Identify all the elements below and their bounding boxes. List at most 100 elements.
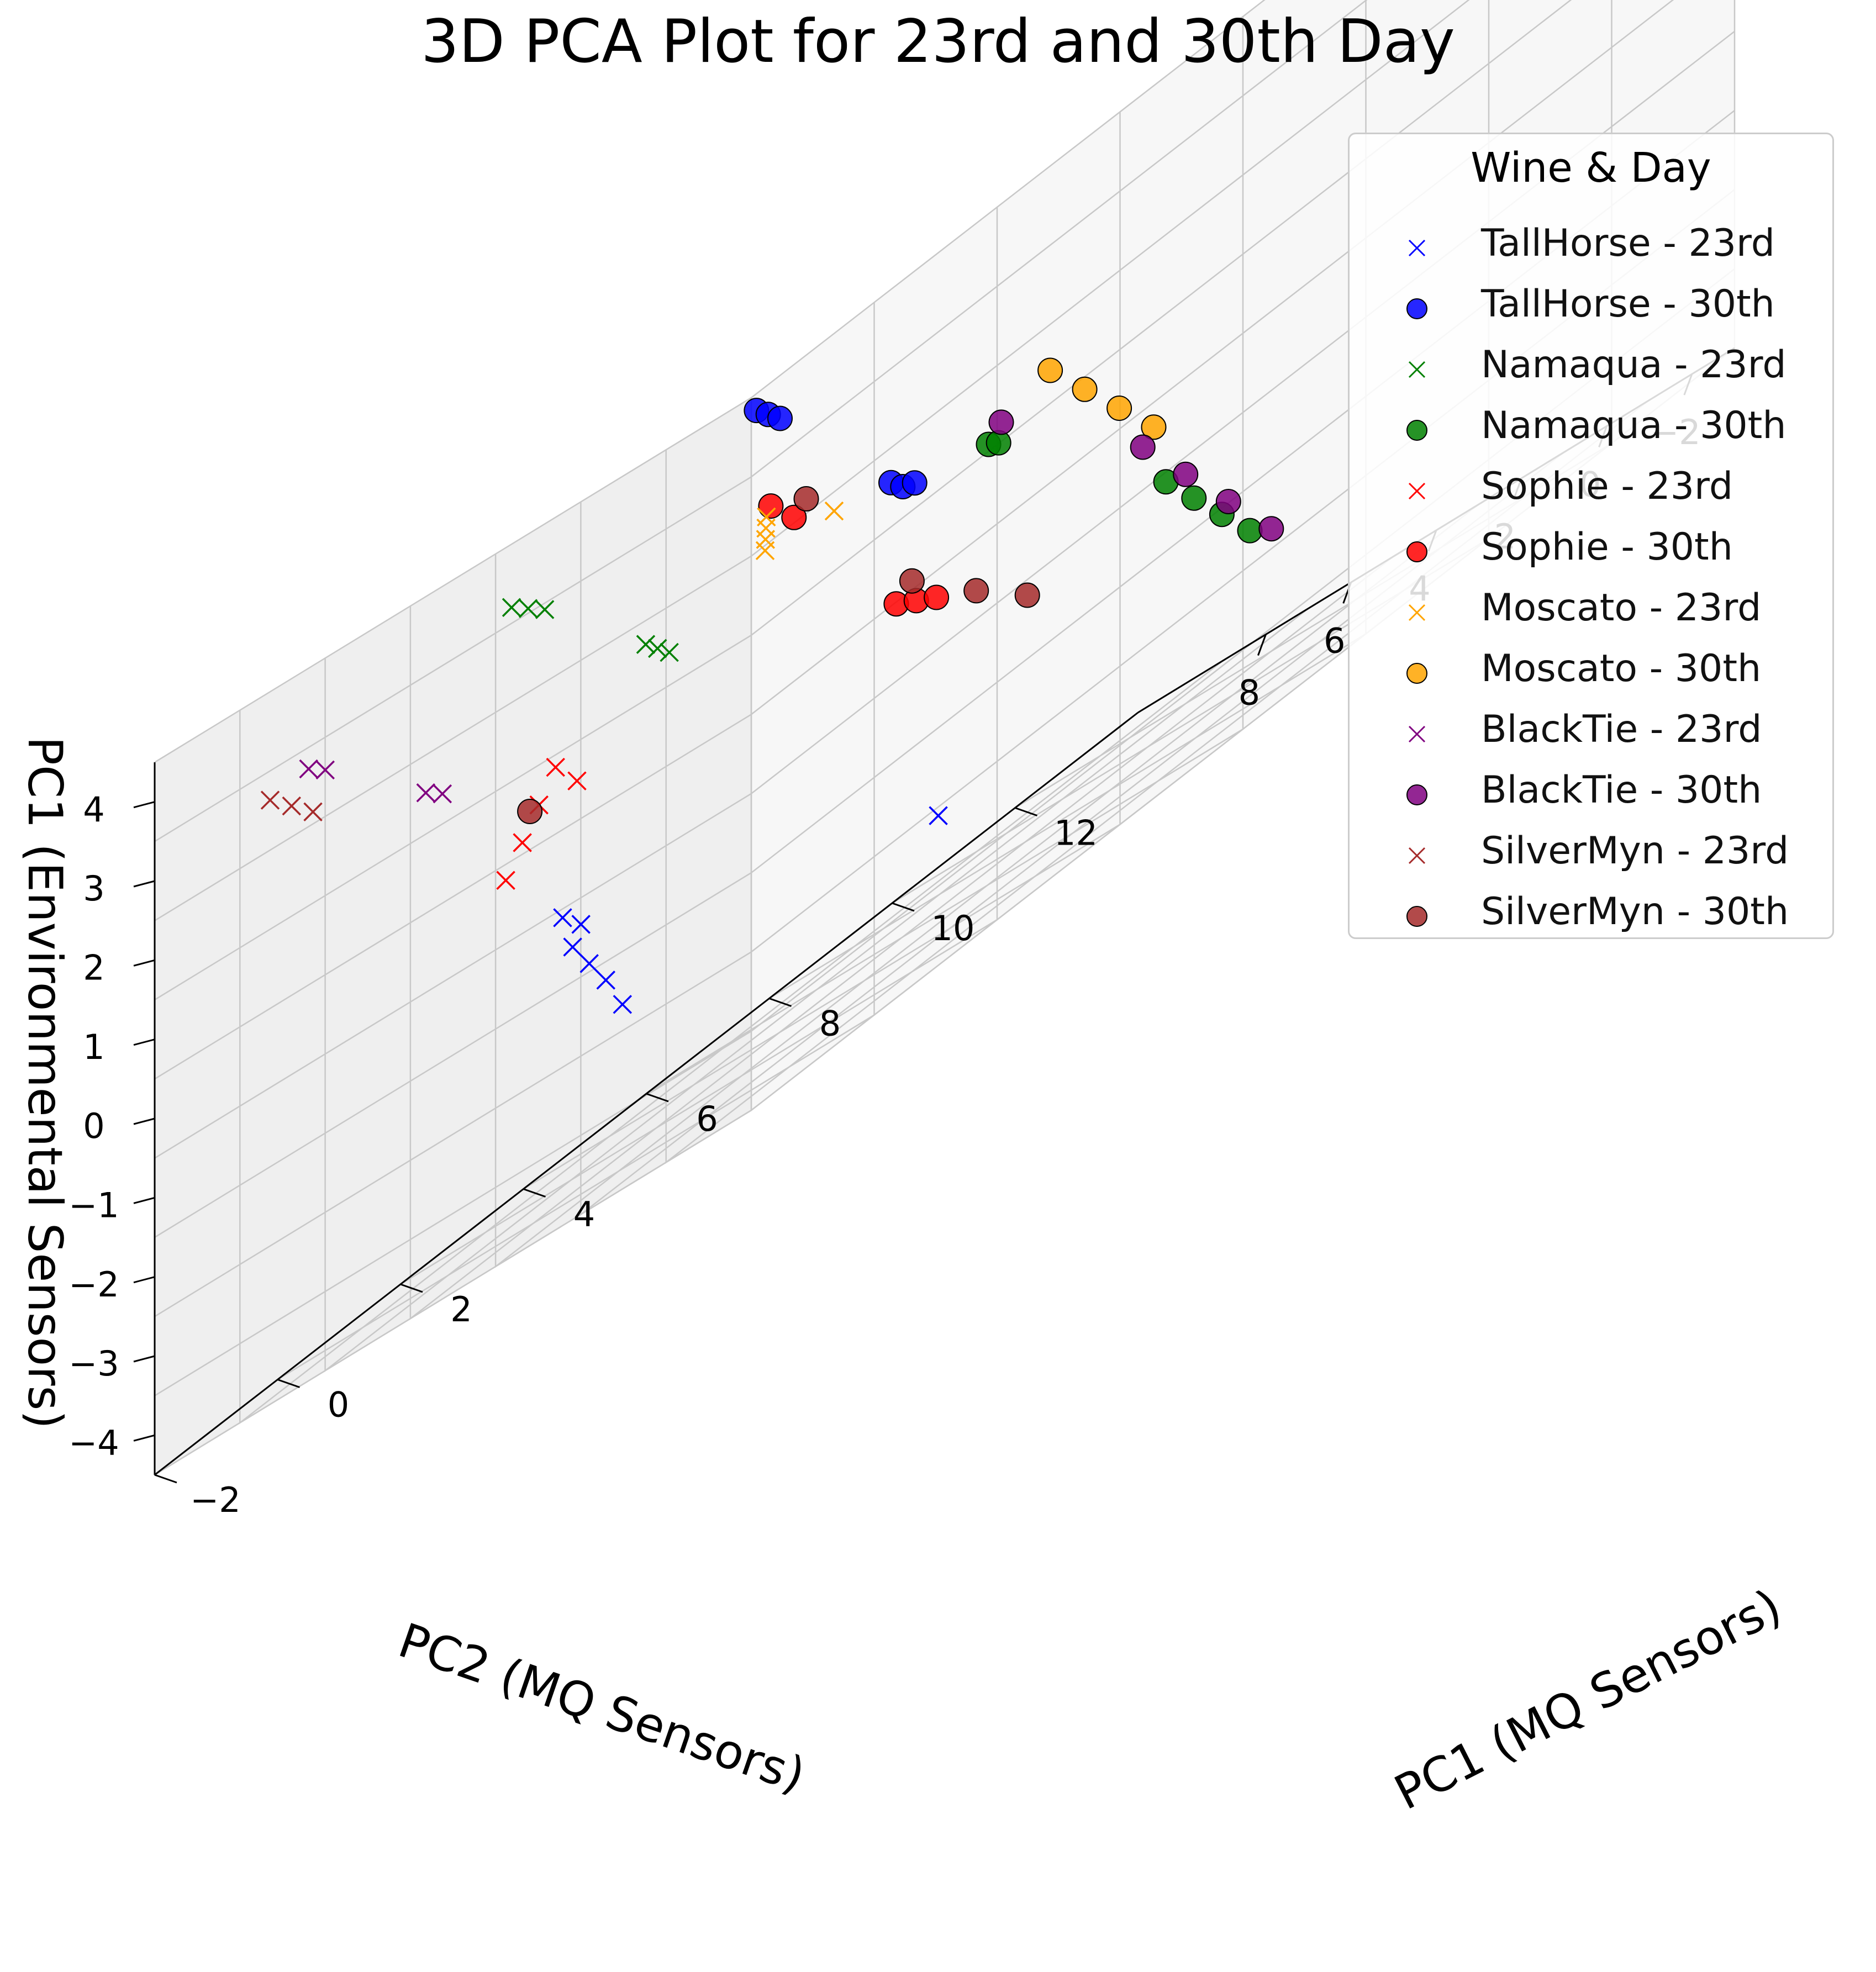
y-tick-label: 8 xyxy=(1239,673,1260,713)
legend-label: TallHorse - 30th xyxy=(1481,282,1775,326)
legend-circle-marker xyxy=(1406,663,1427,684)
x-tick-label: 0 xyxy=(328,1385,349,1425)
z-tick-mark xyxy=(133,880,155,888)
data-point xyxy=(517,799,543,824)
data-point xyxy=(613,995,633,1014)
data-point xyxy=(757,507,776,527)
series-silvermyn-30th xyxy=(517,486,1040,824)
series-blacktie-23rd xyxy=(299,759,452,804)
data-point xyxy=(518,599,538,618)
data-point xyxy=(781,504,807,530)
data-point xyxy=(899,568,925,594)
legend-x-marker xyxy=(1408,725,1426,743)
data-point xyxy=(1141,414,1167,440)
data-point xyxy=(1106,396,1132,421)
series-silvermyn-23rd xyxy=(260,790,323,821)
legend-item: Sophie - 23rd xyxy=(1350,460,1832,521)
data-point xyxy=(1014,582,1040,608)
data-point xyxy=(496,871,515,890)
legend-item: Sophie - 30th xyxy=(1350,521,1832,582)
x-tick-mark xyxy=(523,1188,546,1198)
legend-item: BlackTie - 23rd xyxy=(1350,703,1832,764)
data-point xyxy=(1130,434,1156,460)
data-point xyxy=(929,806,948,825)
legend-circle-marker xyxy=(1406,420,1427,441)
data-point xyxy=(315,760,335,780)
legend-item: SilverMyn - 30th xyxy=(1350,885,1832,946)
x-tick-label: 2 xyxy=(450,1289,472,1330)
legend-item: BlackTie - 30th xyxy=(1350,764,1832,825)
legend-label: Sophie - 30th xyxy=(1481,525,1733,569)
series-moscato-30th xyxy=(1037,357,1167,440)
z-axis-label: PC1 (Environmental Sensors) xyxy=(17,736,72,1429)
data-point xyxy=(513,833,532,852)
data-point xyxy=(824,501,844,521)
series-sophie-30th xyxy=(758,493,950,617)
x-tick-label: 8 xyxy=(819,1004,841,1044)
z-tick-mark xyxy=(133,1117,155,1125)
legend-circle-marker xyxy=(1406,298,1427,319)
data-point xyxy=(902,470,928,496)
y-tick-mark xyxy=(1257,634,1267,656)
data-point xyxy=(416,783,436,803)
series-namaqua-23rd xyxy=(502,598,679,662)
series-namaqua-30th xyxy=(976,430,1263,544)
legend-item: TallHorse - 30th xyxy=(1350,278,1832,339)
legend-item: SilverMyn - 23rd xyxy=(1350,825,1832,885)
x-tick-label: −2 xyxy=(190,1480,240,1520)
legend-label: Moscato - 30th xyxy=(1481,647,1762,690)
legend-circle-marker xyxy=(1406,784,1427,805)
series-moscato-23rd xyxy=(755,501,844,561)
data-point xyxy=(1037,357,1063,383)
data-point xyxy=(502,598,521,617)
x-tick-mark xyxy=(277,1379,300,1388)
data-point xyxy=(1237,518,1263,544)
legend-item: Namaqua - 30th xyxy=(1350,399,1832,460)
series-tallhorse-23rd xyxy=(553,806,948,1014)
legend-label: SilverMyn - 23rd xyxy=(1481,829,1789,873)
legend-x-marker xyxy=(1408,604,1426,621)
data-point xyxy=(563,937,582,957)
z-tick-mark xyxy=(133,1434,155,1442)
z-tick-label: −4 xyxy=(68,1422,119,1463)
z-tick-label: −2 xyxy=(68,1264,119,1305)
data-point xyxy=(767,405,793,431)
legend-label: BlackTie - 30th xyxy=(1481,768,1762,812)
z-tick-label: 2 xyxy=(83,947,104,988)
data-point xyxy=(793,486,819,512)
grid-line-z xyxy=(154,0,1470,921)
legend-x-marker xyxy=(1408,239,1426,257)
x-tick-label: 6 xyxy=(696,1099,718,1139)
z-tick-label: 0 xyxy=(83,1106,104,1146)
data-point xyxy=(303,802,323,821)
side-pane xyxy=(155,398,751,1475)
y-tick-label: 6 xyxy=(1324,620,1345,661)
chart-title: 3D PCA Plot for 23rd and 30th Day xyxy=(421,7,1455,76)
data-point xyxy=(1072,376,1098,402)
data-point xyxy=(433,784,452,804)
z-tick-mark xyxy=(133,801,155,809)
data-point xyxy=(660,642,679,662)
legend: Wine & Day TallHorse - 23rd TallHorse - 3… xyxy=(1348,133,1834,939)
grid-line-z xyxy=(154,0,1572,1001)
data-point xyxy=(535,600,555,619)
z-tick-mark xyxy=(133,1038,155,1046)
z-tick-mark xyxy=(133,1355,155,1363)
z-tick-label: 1 xyxy=(83,1027,104,1067)
data-points xyxy=(260,357,1284,1014)
legend-label: Moscato - 23rd xyxy=(1481,586,1762,630)
legend-title: Wine & Day xyxy=(1471,144,1711,192)
grid-line-z xyxy=(154,0,1368,842)
data-point xyxy=(282,796,302,816)
x-tick-mark xyxy=(769,998,792,1007)
data-point xyxy=(1258,516,1284,542)
z-tick-mark xyxy=(133,1196,155,1204)
data-point xyxy=(571,915,591,934)
series-tallhorse-30th xyxy=(744,398,928,499)
data-point xyxy=(924,584,950,610)
data-point xyxy=(553,908,572,927)
legend-circle-marker xyxy=(1406,541,1427,562)
legend-item: TallHorse - 23rd xyxy=(1350,217,1832,278)
data-point xyxy=(567,771,587,790)
x-axis-label: PC1 (MQ Sensors) xyxy=(1386,1579,1790,1821)
